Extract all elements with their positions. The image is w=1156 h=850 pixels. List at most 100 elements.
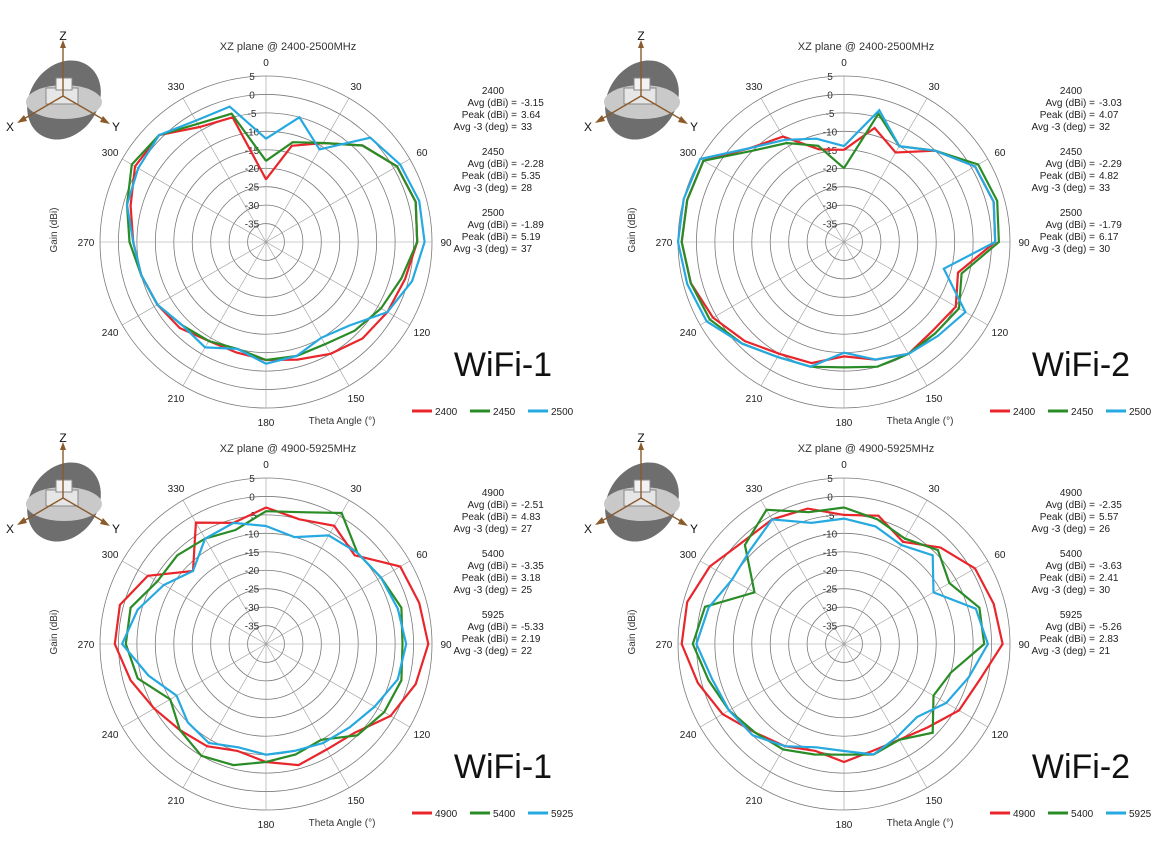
radial-tick-label: -25 <box>823 183 838 194</box>
device-block-top-icon <box>633 479 651 493</box>
stat-avg-label: Avg (dBi) = <box>467 220 517 231</box>
radial-tick-label: -25 <box>823 585 838 596</box>
data-point-5925 <box>293 536 296 539</box>
angle-tick-label: 210 <box>746 796 763 807</box>
device-block-top-icon <box>55 479 73 493</box>
data-point-5925 <box>707 606 710 609</box>
stat-avg3-label: Avg -3 (deg) = <box>1032 585 1096 596</box>
angle-tick-label: 270 <box>78 640 95 651</box>
data-point-4900 <box>939 546 942 549</box>
data-point-5400 <box>765 508 768 511</box>
radial-tick-label: 5 <box>249 72 255 83</box>
data-point-2450 <box>324 343 326 346</box>
angle-tick-label: 270 <box>656 238 673 249</box>
data-point-2500 <box>158 134 160 136</box>
data-point-4900 <box>686 601 689 603</box>
stat-peak-value: 4.83 <box>521 512 541 523</box>
antenna-label: WiFi-2 <box>1032 346 1130 384</box>
data-point-5400 <box>704 605 706 608</box>
legend-label: 2450 <box>1071 407 1094 418</box>
angle-tick-label: 60 <box>994 148 1006 159</box>
data-point-4900 <box>958 709 960 712</box>
angle-tick-label: 150 <box>926 394 943 405</box>
coordinate-system-icon: Z X Y <box>6 29 120 140</box>
data-point-5400 <box>898 738 901 741</box>
radial-tick-label: -5 <box>248 511 257 522</box>
stat-avg3-label: Avg -3 (deg) = <box>1032 183 1096 194</box>
data-point-2500 <box>843 351 845 354</box>
data-point-5925 <box>711 678 714 681</box>
data-point-2500 <box>749 147 751 149</box>
x-axis-title: Theta Angle (°) <box>309 416 376 427</box>
x-arrowhead-icon <box>595 517 605 525</box>
y-axis-title: Gain (dBi) <box>627 207 638 252</box>
grid-spoke <box>122 643 267 728</box>
radial-tick-label: -30 <box>823 201 838 212</box>
data-point-5400 <box>948 582 951 585</box>
y-axis-label: Y <box>112 522 120 536</box>
data-point-5925 <box>348 726 351 729</box>
radial-tick-label: -30 <box>245 603 260 614</box>
data-point-5925 <box>380 576 382 579</box>
data-point-5400 <box>782 748 785 751</box>
data-point-4900 <box>843 513 845 516</box>
y-axis-label: Y <box>690 120 698 134</box>
data-point-4900 <box>333 524 336 527</box>
data-point-2450 <box>751 149 754 152</box>
data-point-2450 <box>977 163 980 166</box>
data-point-2450 <box>708 318 711 321</box>
data-point-4900 <box>741 541 744 544</box>
series-line-4900 <box>113 506 430 767</box>
data-point-5925 <box>136 608 139 611</box>
data-point-2400 <box>810 362 813 365</box>
data-point-4900 <box>353 731 356 734</box>
grid-spoke <box>843 643 928 788</box>
data-point-5925 <box>207 742 210 744</box>
legend-label: 5925 <box>1129 809 1152 820</box>
stat-avg3-value: 33 <box>521 122 533 133</box>
angle-tick-label: 240 <box>680 328 697 339</box>
data-point-2400 <box>778 352 781 355</box>
angle-tick-label: 180 <box>836 418 853 429</box>
series-line-2450 <box>125 112 419 362</box>
stat-avg3-value: 30 <box>1099 585 1111 596</box>
data-point-5925 <box>322 742 325 744</box>
data-point-4900 <box>806 507 809 510</box>
grid-spoke <box>700 643 845 728</box>
data-point-2450 <box>877 112 880 115</box>
data-point-2500 <box>132 241 135 243</box>
chart-title: XZ plane @ 2400-2500MHz <box>220 41 357 53</box>
data-point-2450 <box>686 199 689 201</box>
data-point-4900 <box>325 748 328 751</box>
data-point-4900 <box>721 713 724 715</box>
data-point-2500 <box>298 116 301 119</box>
x-axis-arrow <box>21 497 64 523</box>
grid-spoke <box>760 241 845 386</box>
data-point-5400 <box>807 511 810 514</box>
data-point-2500 <box>265 137 267 140</box>
stat-avg-value: -3.15 <box>521 98 544 109</box>
stat-avg3-label: Avg -3 (deg) = <box>454 244 518 255</box>
angle-tick-label: 120 <box>414 730 431 741</box>
data-point-5400 <box>169 698 172 701</box>
radial-tick-label: -5 <box>248 109 257 120</box>
angle-tick-label: 150 <box>348 394 365 405</box>
data-point-5400 <box>300 511 303 514</box>
legend-label: 5400 <box>1071 809 1094 820</box>
stat-avg-label: Avg (dBi) = <box>1045 98 1095 109</box>
angle-tick-label: 180 <box>258 820 275 831</box>
data-point-5925 <box>986 643 989 645</box>
data-point-2500 <box>156 303 159 306</box>
data-point-5400 <box>156 580 159 583</box>
data-point-2500 <box>228 105 231 108</box>
radial-tick-label: -10 <box>823 529 838 540</box>
data-point-5925 <box>356 551 359 554</box>
data-point-5925 <box>974 607 977 610</box>
data-point-2500 <box>682 198 685 200</box>
radial-tick-label: -20 <box>823 566 838 577</box>
stat-peak-label: Peak (dBi) = <box>1040 110 1095 121</box>
grid-spoke <box>122 560 267 645</box>
data-point-2500 <box>204 346 207 349</box>
data-point-2400 <box>129 204 132 207</box>
data-point-2500 <box>964 311 967 313</box>
